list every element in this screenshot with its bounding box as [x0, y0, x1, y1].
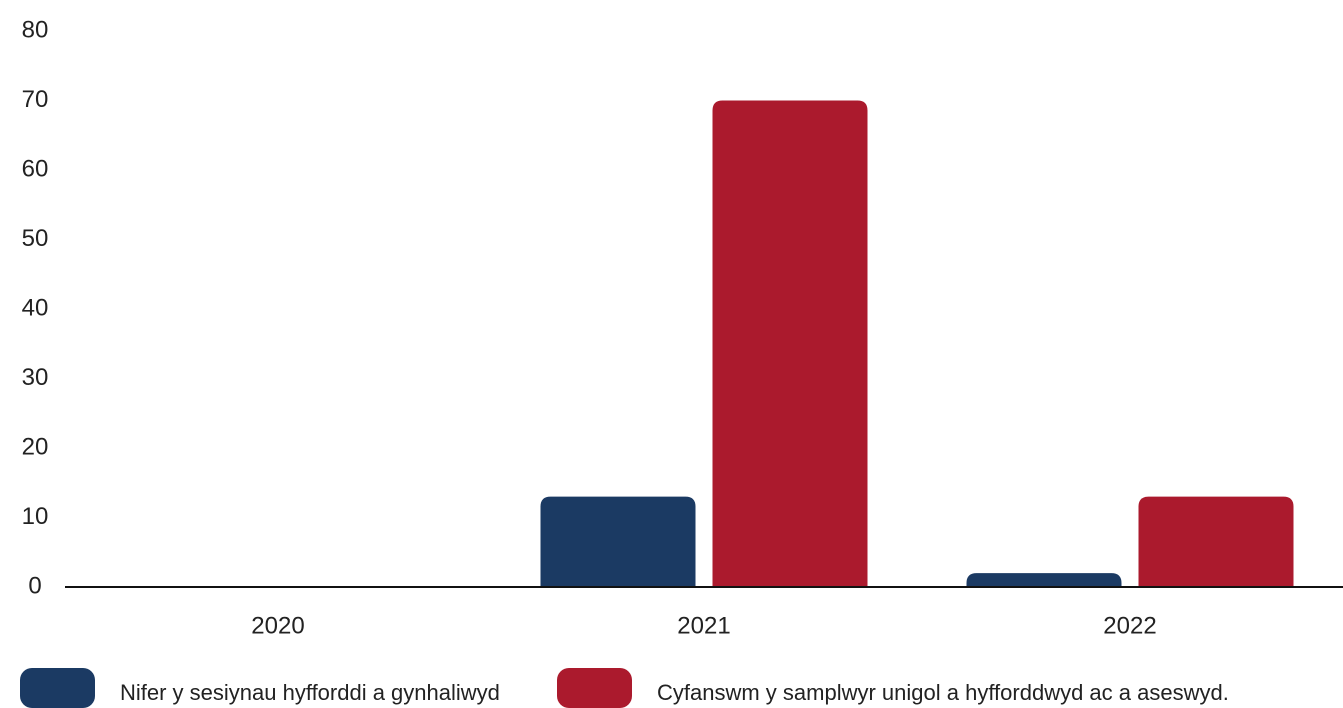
y-tick-label: 10	[22, 503, 49, 530]
y-tick-label: 30	[22, 364, 49, 391]
x-tick-label: 2020	[251, 612, 304, 639]
legend-swatch	[557, 668, 632, 708]
legend-label: Cyfanswm y samplwyr unigol a hyfforddwyd…	[657, 680, 1229, 705]
y-tick-label: 40	[22, 294, 49, 321]
y-tick-label: 70	[22, 86, 49, 113]
bar	[966, 573, 1122, 587]
x-tick-label: 2021	[677, 612, 730, 639]
y-tick-label: 60	[22, 155, 49, 182]
legend-label: Nifer y sesiynau hyfforddi a gynhaliwyd	[120, 680, 500, 705]
bar	[1138, 496, 1294, 587]
legend-swatch	[20, 668, 95, 708]
y-tick-label: 20	[22, 433, 49, 460]
y-tick-label: 0	[28, 572, 41, 599]
bar	[712, 100, 868, 587]
y-tick-label: 80	[22, 16, 49, 43]
y-tick-label: 50	[22, 225, 49, 252]
x-tick-label: 2022	[1103, 612, 1156, 639]
bar	[540, 496, 696, 587]
